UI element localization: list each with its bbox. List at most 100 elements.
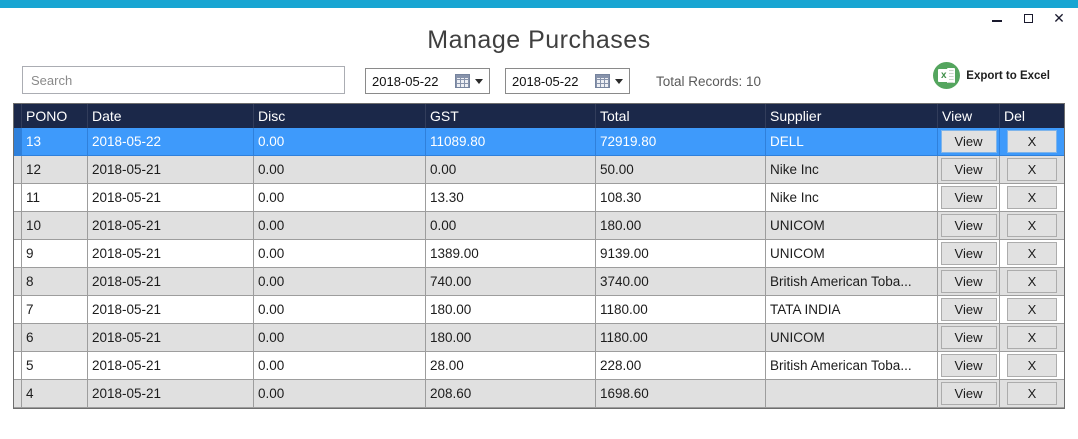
excel-x-badge: x (938, 69, 950, 82)
cell-date: 2018-05-21 (88, 352, 254, 380)
delete-button[interactable]: X (1007, 298, 1057, 321)
table-row[interactable]: 7 2018-05-21 0.00 180.00 1180.00 TATA IN… (14, 296, 1064, 324)
chevron-down-icon (475, 78, 483, 84)
search-input[interactable] (22, 66, 345, 94)
cell-disc: 0.00 (254, 268, 426, 296)
cell-del: X (1000, 128, 1064, 156)
date-from-input[interactable] (366, 73, 455, 89)
table-row[interactable]: 13 2018-05-22 0.00 11089.80 72919.80 DEL… (14, 128, 1064, 156)
view-button[interactable]: View (940, 130, 997, 153)
view-button[interactable]: View (940, 326, 997, 349)
minimize-icon (992, 20, 1002, 22)
view-button[interactable]: View (940, 382, 997, 405)
cell-total: 50.00 (596, 156, 766, 184)
table-row[interactable]: 6 2018-05-21 0.00 180.00 1180.00 UNICOM … (14, 324, 1064, 352)
cell-view: View (938, 268, 1000, 296)
cell-total: 1180.00 (596, 296, 766, 324)
delete-button[interactable]: X (1007, 326, 1057, 349)
cell-gst: 180.00 (426, 296, 596, 324)
delete-button[interactable]: X (1007, 354, 1057, 377)
cell-date: 2018-05-21 (88, 296, 254, 324)
cell-date: 2018-05-21 (88, 324, 254, 352)
cell-gst: 0.00 (426, 212, 596, 240)
delete-button[interactable]: X (1007, 214, 1057, 237)
cell-gst: 1389.00 (426, 240, 596, 268)
delete-button[interactable]: X (1007, 242, 1057, 265)
accent-topbar (0, 0, 1078, 8)
cell-pono: 12 (22, 156, 88, 184)
row-header-strip (14, 240, 22, 268)
view-button[interactable]: View (940, 186, 997, 209)
column-header-disc[interactable]: Disc (254, 104, 426, 128)
cell-view: View (938, 184, 1000, 212)
cell-pono: 13 (22, 128, 88, 156)
table-row[interactable]: 9 2018-05-21 0.00 1389.00 9139.00 UNICOM… (14, 240, 1064, 268)
date-from-picker[interactable] (365, 68, 490, 94)
column-header-date[interactable]: Date (88, 104, 254, 128)
column-header-pono[interactable]: PONO (22, 104, 88, 128)
cell-total: 1180.00 (596, 324, 766, 352)
cell-view: View (938, 352, 1000, 380)
cell-del: X (1000, 324, 1064, 352)
window-controls: ✕ (990, 11, 1066, 25)
delete-button[interactable]: X (1007, 130, 1057, 153)
cell-supplier: DELL (766, 128, 938, 156)
cell-del: X (1000, 296, 1064, 324)
cell-del: X (1000, 268, 1064, 296)
row-header-strip (14, 184, 22, 212)
cell-supplier: UNICOM (766, 324, 938, 352)
delete-button[interactable]: X (1007, 270, 1057, 293)
cell-del: X (1000, 240, 1064, 268)
column-header-gst[interactable]: GST (426, 104, 596, 128)
cell-gst: 13.30 (426, 184, 596, 212)
cell-date: 2018-05-21 (88, 380, 254, 408)
cell-gst: 28.00 (426, 352, 596, 380)
cell-disc: 0.00 (254, 128, 426, 156)
column-header-view: View (938, 104, 1000, 128)
cell-supplier: Nike Inc (766, 156, 938, 184)
table-row[interactable]: 12 2018-05-21 0.00 0.00 50.00 Nike Inc V… (14, 156, 1064, 184)
cell-date: 2018-05-21 (88, 156, 254, 184)
cell-del: X (1000, 352, 1064, 380)
table-row[interactable]: 5 2018-05-21 0.00 28.00 228.00 British A… (14, 352, 1064, 380)
view-button[interactable]: View (940, 242, 997, 265)
cell-supplier (766, 380, 938, 408)
cell-disc: 0.00 (254, 156, 426, 184)
maximize-icon (1023, 13, 1033, 23)
total-records-label: Total Records: 10 (656, 74, 762, 89)
cell-pono: 8 (22, 268, 88, 296)
row-header-strip (14, 296, 22, 324)
view-button[interactable]: View (940, 354, 997, 377)
purchases-table: PONO Date Disc GST Total Supplier View D… (13, 103, 1065, 409)
date-to-picker[interactable] (505, 68, 630, 94)
cell-date: 2018-05-21 (88, 184, 254, 212)
export-to-excel-button[interactable]: x Export to Excel (933, 62, 1050, 89)
column-header-total[interactable]: Total (596, 104, 766, 128)
maximize-button[interactable] (1021, 11, 1035, 25)
cell-pono: 10 (22, 212, 88, 240)
delete-button[interactable]: X (1007, 382, 1057, 405)
table-row[interactable]: 8 2018-05-21 0.00 740.00 3740.00 British… (14, 268, 1064, 296)
cell-total: 108.30 (596, 184, 766, 212)
cell-view: View (938, 212, 1000, 240)
column-header-del: Del (1004, 108, 1026, 124)
table-header-row: PONO Date Disc GST Total Supplier View D… (14, 104, 1064, 128)
delete-button[interactable]: X (1007, 186, 1057, 209)
column-header-supplier[interactable]: Supplier (766, 104, 938, 128)
table-row[interactable]: 11 2018-05-21 0.00 13.30 108.30 Nike Inc… (14, 184, 1064, 212)
table-row[interactable]: 10 2018-05-21 0.00 0.00 180.00 UNICOM Vi… (14, 212, 1064, 240)
view-button[interactable]: View (940, 158, 997, 181)
cell-supplier: UNICOM (766, 240, 938, 268)
cell-date: 2018-05-21 (88, 268, 254, 296)
close-button[interactable]: ✕ (1052, 11, 1066, 25)
cell-gst: 0.00 (426, 156, 596, 184)
view-button[interactable]: View (940, 298, 997, 321)
view-button[interactable]: View (940, 270, 997, 293)
minimize-button[interactable] (990, 11, 1004, 25)
table-row[interactable]: 4 2018-05-21 0.00 208.60 1698.60 View X (14, 380, 1064, 408)
row-header-strip (14, 352, 22, 380)
view-button[interactable]: View (940, 214, 997, 237)
cell-date: 2018-05-21 (88, 212, 254, 240)
delete-button[interactable]: X (1007, 158, 1057, 181)
date-to-input[interactable] (506, 73, 595, 89)
